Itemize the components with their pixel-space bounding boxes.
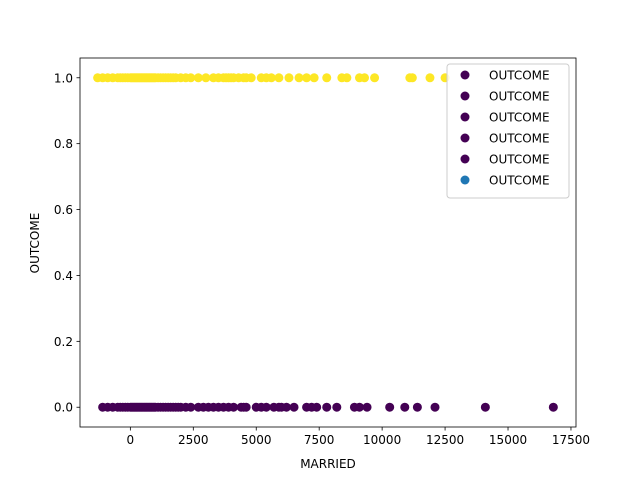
data-point [193, 73, 203, 83]
y-tick-label: 0.8 [54, 137, 73, 151]
data-point [302, 73, 312, 83]
legend-marker [460, 91, 470, 101]
data-point [412, 402, 422, 412]
legend-label: OUTCOME [489, 153, 550, 167]
data-point [354, 402, 364, 412]
data-point [430, 402, 440, 412]
data-point [309, 73, 319, 83]
data-point [246, 73, 256, 83]
data-point [342, 73, 352, 83]
data-point [281, 402, 291, 412]
legend-label: OUTCOME [489, 69, 550, 83]
legend-label: OUTCOME [489, 174, 550, 188]
data-point [332, 402, 342, 412]
x-tick-label: 5000 [241, 433, 272, 447]
x-tick-label: 2500 [178, 433, 209, 447]
legend-label: OUTCOME [489, 111, 550, 125]
legend-marker [460, 154, 470, 164]
data-point [186, 402, 196, 412]
plot-frame [79, 57, 577, 428]
data-point [362, 402, 372, 412]
y-tick-label: 0.0 [54, 401, 73, 415]
data-point [289, 402, 299, 412]
x-tick-label: 17500 [552, 433, 590, 447]
data-point [548, 402, 558, 412]
data-point [201, 73, 211, 83]
data-point [186, 73, 196, 83]
data-point [480, 402, 490, 412]
data-point [385, 402, 395, 412]
axes-layer: 0 2500 5000 7500 10000 12500 15000 17500 0.0 0.2 0… [54, 57, 590, 447]
data-point [266, 73, 276, 83]
y-tick-label: 0.2 [54, 335, 73, 349]
data-point [312, 402, 322, 412]
data-point [274, 73, 284, 83]
y-axis-label: OUTCOME [28, 213, 42, 274]
data-point [322, 73, 332, 83]
y-tick-label: 0.4 [54, 269, 73, 283]
data-point [322, 402, 332, 412]
y-tick-label: 1.0 [54, 71, 73, 85]
x-axis-label: MARRIED [300, 457, 356, 471]
data-point [370, 73, 380, 83]
legend-marker [460, 133, 470, 143]
legend-marker [460, 112, 470, 122]
data-point [229, 402, 239, 412]
data-point [360, 73, 370, 83]
x-tick-label: 7500 [304, 433, 335, 447]
data-point [294, 73, 304, 83]
legend-label: OUTCOME [489, 132, 550, 146]
data-point [241, 402, 251, 412]
data-point [425, 73, 435, 83]
x-tick-label: 10000 [363, 433, 401, 447]
legend-label: OUTCOME [489, 90, 550, 104]
y-tick-label: 0.6 [54, 203, 73, 217]
x-tick-label: 0 [127, 433, 135, 447]
legend-marker [460, 70, 470, 80]
x-tick-label: 12500 [426, 433, 464, 447]
data-point [261, 402, 271, 412]
data-point [407, 73, 417, 83]
legend: OUTCOME OUTCOME OUTCOME OUTCOME OUTCOME OUTCO… [446, 63, 570, 199]
x-tick-label: 15000 [489, 433, 527, 447]
data-point [284, 73, 294, 83]
legend-marker [460, 175, 470, 185]
legend-box [446, 63, 570, 199]
data-point [400, 402, 410, 412]
